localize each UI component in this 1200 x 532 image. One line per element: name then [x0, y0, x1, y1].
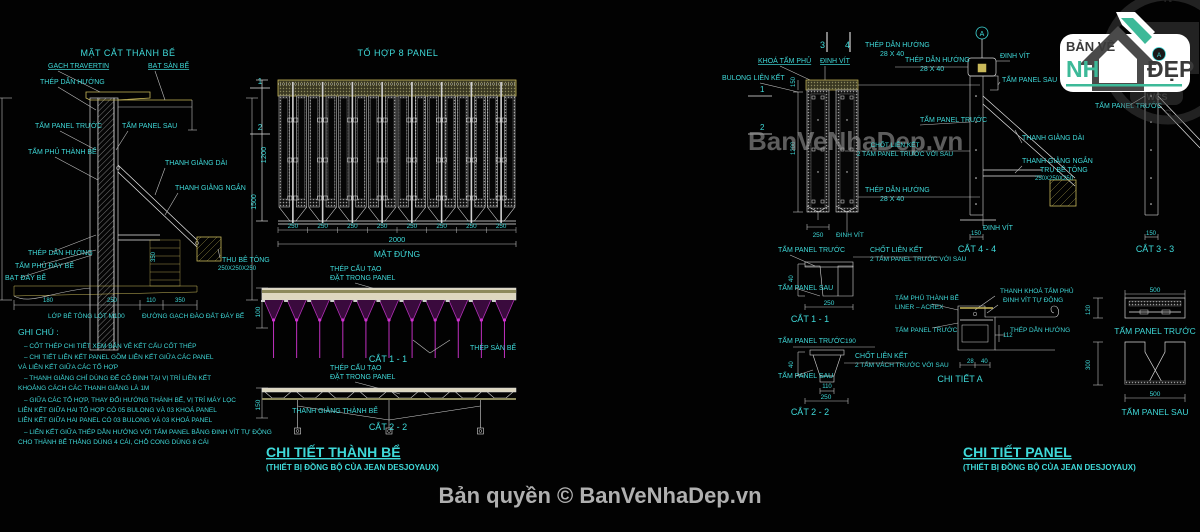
svg-text:250: 250 [407, 223, 418, 230]
svg-text:BẠT ĐÁY BỂ: BẠT ĐÁY BỂ [5, 273, 46, 282]
svg-text:150: 150 [1146, 231, 1157, 237]
svg-text:THU BÊ TÔNG: THU BÊ TÔNG [222, 255, 270, 264]
svg-text:250X250X250: 250X250X250 [218, 266, 257, 272]
svg-text:CHI TIẾT THÀNH BỂ: CHI TIẾT THÀNH BỂ [266, 443, 401, 460]
svg-text:(THIẾT BỊ ĐỒNG BỘ CỦA JEAN DES: (THIẾT BỊ ĐỒNG BỘ CỦA JEAN DESJOYAUX) [963, 462, 1136, 472]
svg-text:28 X 40: 28 X 40 [880, 51, 904, 58]
svg-text:40: 40 [789, 361, 795, 368]
svg-text:180: 180 [43, 298, 54, 304]
svg-text:THANH GIẰNG NGẮN: THANH GIẰNG NGẮN [175, 183, 246, 192]
svg-text:40: 40 [981, 359, 988, 365]
svg-text:CẮT 1 - 1: CẮT 1 - 1 [791, 314, 829, 324]
svg-text:150: 150 [255, 399, 262, 410]
svg-text:250: 250 [377, 223, 388, 230]
svg-text:250: 250 [813, 232, 824, 239]
svg-text:A: A [1157, 52, 1162, 59]
svg-text:THANH GIẰNG NGẮN: THANH GIẰNG NGẮN [1022, 156, 1093, 165]
svg-text:ĐINH VÍT TỰ ĐỘNG: ĐINH VÍT TỰ ĐỘNG [1003, 295, 1063, 304]
svg-text:GHI CHÚ :: GHI CHÚ : [18, 327, 59, 337]
svg-text:250: 250 [107, 298, 118, 304]
svg-text:28: 28 [967, 359, 974, 365]
svg-text:CẮT 1 - 1: CẮT 1 - 1 [369, 354, 407, 364]
svg-text:1500: 1500 [251, 194, 258, 210]
svg-text:TẤM PANEL TRƯỚC: TẤM PANEL TRƯỚC [1114, 326, 1195, 336]
svg-text:THÉP DẪN HƯỚNG: THÉP DẪN HƯỚNG [865, 40, 930, 49]
svg-text:THANH GIẰNG THÀNH BỂ: THANH GIẰNG THÀNH BỂ [292, 406, 378, 415]
svg-text:THÉP DẪN HƯỚNG: THÉP DẪN HƯỚNG [28, 248, 93, 257]
svg-text:MẶT ĐỨNG: MẶT ĐỨNG [374, 249, 420, 259]
svg-text:CẮT 3 - 3: CẮT 3 - 3 [1136, 244, 1174, 254]
svg-text:ĐINH VÍT: ĐINH VÍT [1000, 51, 1031, 60]
svg-text:ĐẶT TRONG PANEL: ĐẶT TRONG PANEL [330, 273, 395, 282]
svg-text:THÉP DẪN HƯỚNG: THÉP DẪN HƯỚNG [905, 55, 970, 64]
svg-text:S: S [1164, 107, 1172, 121]
svg-text:190: 190 [845, 338, 856, 345]
svg-text:A: A [980, 31, 985, 38]
svg-text:500: 500 [1150, 287, 1161, 294]
svg-text:3: 3 [820, 40, 825, 50]
svg-text:110: 110 [146, 298, 156, 304]
svg-text:CHI TIẾT PANEL: CHI TIẾT PANEL [963, 444, 1072, 460]
svg-text:150: 150 [791, 76, 797, 87]
svg-text:CHI TIẾT A: CHI TIẾT A [937, 374, 982, 384]
svg-text:1: 1 [760, 85, 765, 94]
svg-text:THÉP SÀN BỂ: THÉP SÀN BỂ [470, 343, 516, 352]
svg-text:KHOẢNG CÁCH CÁC THANH GIẰNG LÀ: KHOẢNG CÁCH CÁC THANH GIẰNG LÀ 1M [18, 383, 149, 392]
svg-text:BẢN VỀ: BẢN VỀ [1066, 39, 1115, 54]
svg-text:250: 250 [436, 223, 447, 230]
svg-text:Bản quyền © BanVeNhaDep.vn: Bản quyền © BanVeNhaDep.vn [438, 483, 761, 508]
svg-text:WCS: WCS [1147, 92, 1168, 102]
svg-text:250: 250 [821, 394, 832, 401]
svg-text:– GIỮA CÁC TỔ HỢP, THAY ĐỔI HƯ: – GIỮA CÁC TỔ HỢP, THAY ĐỔI HƯỚNG THÀNH … [24, 395, 236, 404]
svg-text:TRỤ BÊ TÔNG: TRỤ BÊ TÔNG [1040, 165, 1088, 174]
svg-text:N: N [1164, 0, 1173, 5]
svg-text:4: 4 [845, 40, 850, 50]
svg-text:ĐẸP: ĐẸP [1147, 56, 1194, 82]
svg-text:THANH GIẰNG DÀI: THANH GIẰNG DÀI [165, 158, 227, 167]
svg-text:ĐẶT TRONG PANEL: ĐẶT TRONG PANEL [330, 372, 395, 381]
svg-text:250: 250 [824, 300, 835, 307]
svg-text:GẠCH TRAVERTIN: GẠCH TRAVERTIN [48, 63, 109, 70]
svg-text:100: 100 [255, 306, 262, 317]
svg-text:500: 500 [1150, 391, 1161, 398]
svg-text:2000: 2000 [389, 235, 406, 244]
svg-text:CẮT 4 - 4: CẮT 4 - 4 [958, 244, 996, 254]
svg-text:CHO THÀNH BỂ THẲNG DÙNG 4 CÁI,: CHO THÀNH BỂ THẲNG DÙNG 4 CÁI, CHỖ CONG … [18, 437, 209, 446]
svg-text:TỔ HỢP 8 PANEL: TỔ HỢP 8 PANEL [358, 47, 439, 58]
svg-text:ĐINH VÍT: ĐINH VÍT [836, 230, 864, 239]
svg-text:CẮT 2 - 2: CẮT 2 - 2 [791, 407, 829, 417]
svg-text:350: 350 [175, 298, 186, 304]
svg-text:250: 250 [317, 223, 328, 230]
svg-text:250X250X250: 250X250X250 [1035, 176, 1074, 182]
svg-text:ĐINH VÍT: ĐINH VÍT [820, 56, 851, 65]
svg-text:THANH GIẰNG DÀI: THANH GIẰNG DÀI [1022, 133, 1084, 142]
svg-text:1200: 1200 [259, 147, 268, 164]
svg-text:BẠT SÀN BỂ: BẠT SÀN BỂ [148, 61, 189, 70]
svg-text:NH: NH [1066, 56, 1099, 82]
svg-text:250: 250 [288, 223, 299, 230]
svg-text:250: 250 [347, 223, 358, 230]
svg-text:300: 300 [1086, 359, 1092, 370]
svg-text:250: 250 [466, 223, 477, 230]
svg-text:350: 350 [151, 251, 157, 262]
svg-text:THÉP DẪN HƯỚNG: THÉP DẪN HƯỚNG [865, 185, 930, 194]
svg-text:THÉP DẪN HƯỚNG: THÉP DẪN HƯỚNG [1010, 325, 1070, 334]
svg-text:ĐINH VÍT: ĐINH VÍT [983, 223, 1014, 232]
svg-text:150: 150 [971, 231, 982, 237]
svg-text:MẶT CẮT THÀNH BỂ: MẶT CẮT THÀNH BỂ [80, 47, 175, 58]
svg-text:110: 110 [822, 384, 832, 390]
svg-text:40: 40 [789, 275, 795, 282]
svg-text:250: 250 [496, 223, 507, 230]
svg-text:(THIẾT BỊ ĐỒNG BỘ CỦA JEAN DES: (THIẾT BỊ ĐỒNG BỘ CỦA JEAN DESJOYAUX) [266, 462, 439, 472]
svg-text:TẤM PANEL SAU: TẤM PANEL SAU [1121, 407, 1188, 417]
svg-text:LỚP BÊ TÔNG LÓT M100: LỚP BÊ TÔNG LÓT M100 [48, 311, 125, 320]
svg-text:THÉP DẪN HƯỚNG: THÉP DẪN HƯỚNG [40, 77, 105, 86]
svg-text:CẮT 2 - 2: CẮT 2 - 2 [369, 422, 407, 432]
svg-text:120: 120 [1086, 304, 1092, 315]
